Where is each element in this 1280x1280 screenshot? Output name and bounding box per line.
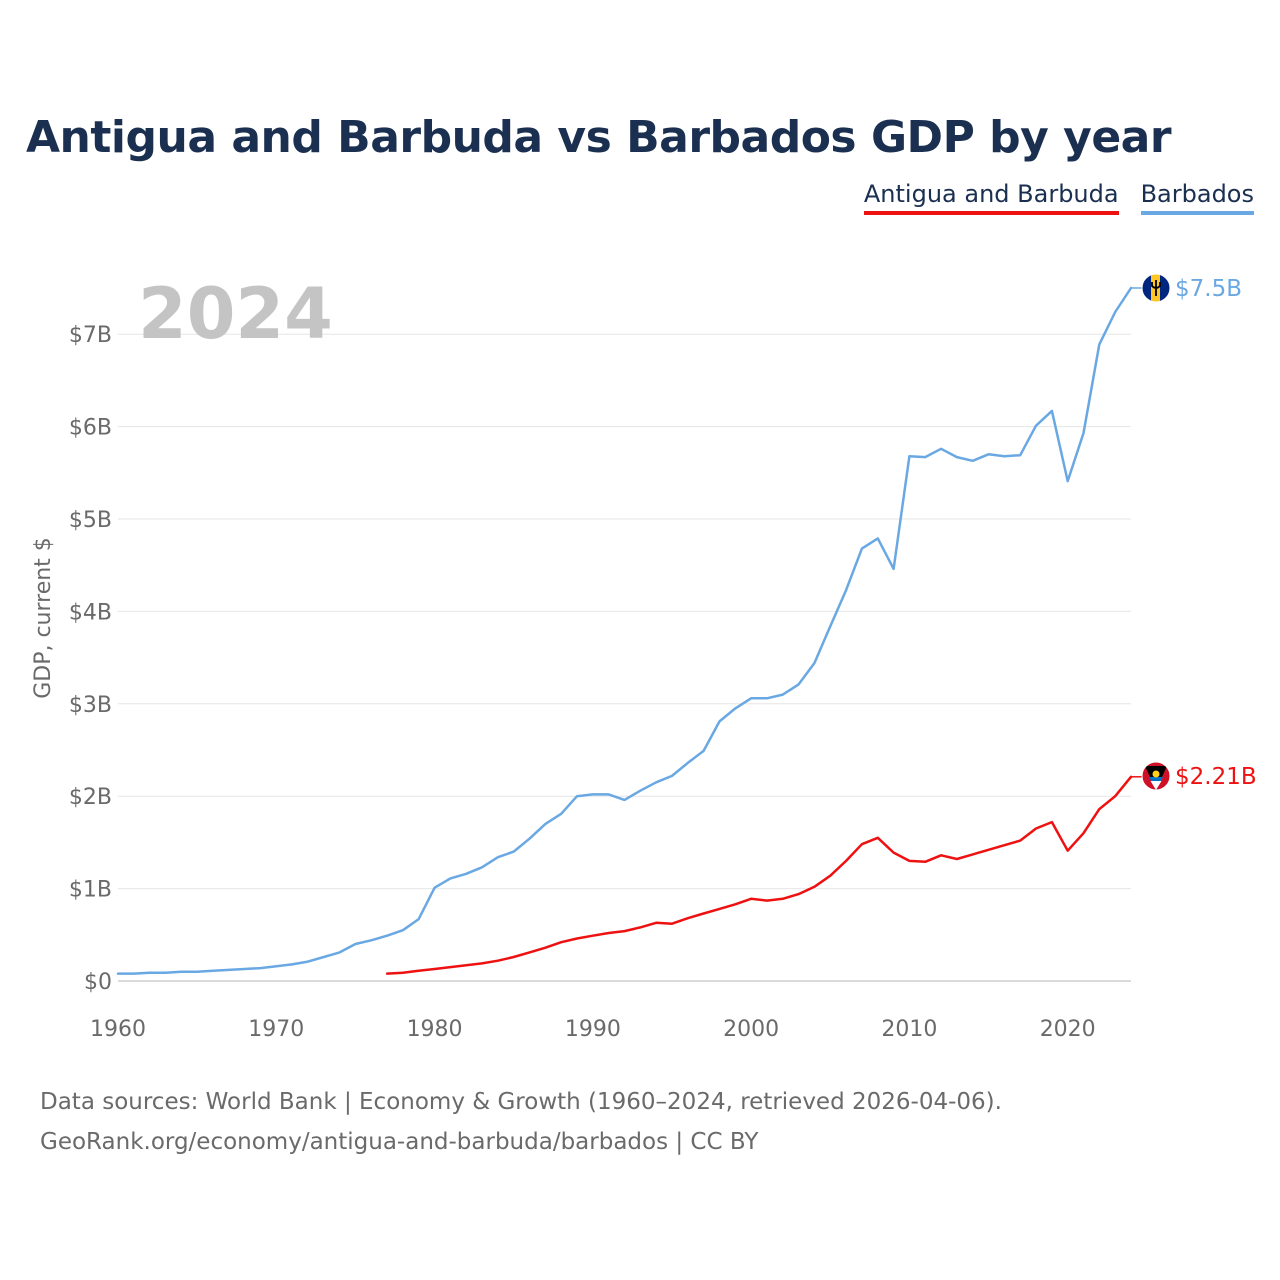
antigua-and-barbuda-end-label: $2.21B (1175, 764, 1257, 790)
y-tick-label: $4B (69, 600, 112, 625)
series-line-antigua-and-barbuda (385, 775, 1133, 975)
barbados-end-label: $7.5B (1175, 276, 1242, 302)
legend-item-antigua-and-barbuda[interactable]: Antigua and Barbuda (863, 180, 1119, 215)
y-tick-label: $6B (69, 416, 112, 441)
series-line-barbados (116, 286, 1133, 975)
year-watermark: 2024 (138, 273, 333, 355)
legend-item-barbados[interactable]: Barbados (1140, 180, 1254, 215)
x-tick-label: 1990 (565, 1017, 621, 1042)
y-tick-label: $5B (69, 508, 112, 533)
x-tick-label: 1980 (407, 1017, 463, 1042)
source-line-1: Data sources: World Bank | Economy & Gro… (40, 1089, 1002, 1115)
chart-title: Antigua and Barbuda vs Barbados GDP by y… (26, 112, 1172, 163)
y-tick-label: $2B (69, 785, 112, 810)
barbados-flag-icon (1141, 273, 1171, 303)
x-tick-label: 2020 (1040, 1017, 1096, 1042)
legend: Antigua and Barbuda Barbados (863, 180, 1254, 215)
x-tick-label: 2000 (723, 1017, 779, 1042)
source-line-2[interactable]: GeoRank.org/economy/antigua-and-barbuda/… (40, 1129, 759, 1155)
x-tick-label: 2010 (881, 1017, 937, 1042)
y-axis-title: GDP, current $ (31, 537, 56, 699)
y-tick-label: $7B (69, 323, 112, 348)
antigua-and-barbuda-flag-icon (1141, 761, 1171, 791)
data-source-note: Data sources: World Bank | Economy & Gro… (40, 1082, 1002, 1162)
y-tick-label: $0 (84, 970, 112, 995)
x-tick-label: 1960 (90, 1017, 146, 1042)
y-tick-label: $1B (69, 878, 112, 903)
y-tick-label: $3B (69, 693, 112, 718)
x-tick-label: 1970 (248, 1017, 304, 1042)
